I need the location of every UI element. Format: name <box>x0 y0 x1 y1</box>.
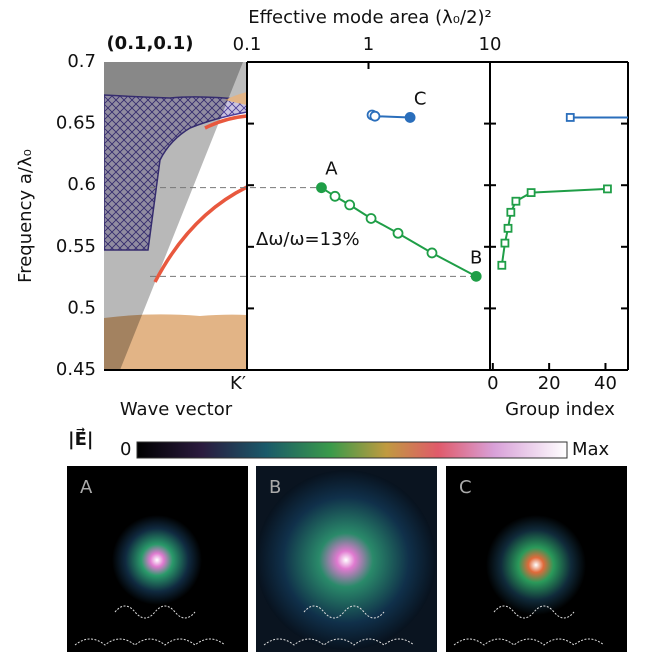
colorbar-label: |E⃗| <box>68 428 93 450</box>
band-diagram <box>104 62 247 370</box>
point-label: A <box>325 159 338 180</box>
marker <box>370 112 379 121</box>
figure: |E⃗| 0 Max A B C 0.45 0.5 0.55 0.6 0.65 0.7 (0… <box>0 0 646 652</box>
point-label: C <box>414 88 427 109</box>
point-label: B <box>470 247 482 268</box>
marker <box>604 185 611 192</box>
marker <box>317 183 326 192</box>
panel-label: A <box>80 477 93 498</box>
marker <box>498 262 505 269</box>
colorbar-min: 0 <box>120 439 131 460</box>
field-map: B <box>256 466 437 652</box>
marker <box>512 198 519 205</box>
x-tick-label: 40 <box>594 373 617 394</box>
x-tick-label: 0 <box>487 373 498 394</box>
x-tick-label: 0.1 <box>233 34 262 55</box>
y-tick-label: 0.55 <box>56 236 96 257</box>
x-axis-label: Wave vector <box>120 399 233 420</box>
marker <box>507 209 514 216</box>
x-axis-label: Group index <box>505 399 615 420</box>
annotation: Δω/ω=13% <box>256 229 360 250</box>
y-tick-label: 0.6 <box>67 174 96 195</box>
panel-label: C <box>459 477 472 498</box>
axis-title: Effective mode area (λ₀/2)² <box>248 7 492 28</box>
x-tick-label: 20 <box>538 373 561 394</box>
y-tick-label: 0.5 <box>67 297 96 318</box>
marker <box>330 192 339 201</box>
corner-label: (0.1,0.1) <box>106 33 193 54</box>
colorbar <box>137 442 567 458</box>
y-tick-label: 0.65 <box>56 113 96 134</box>
marker <box>406 113 415 122</box>
y-tick-label: 0.45 <box>56 359 96 380</box>
y-axis-label: Frequency a/λ₀ <box>15 149 36 283</box>
marker <box>367 214 376 223</box>
panel-label: B <box>269 477 281 498</box>
y-tick-label: 0.7 <box>67 51 96 72</box>
marker <box>394 229 403 238</box>
marker <box>345 200 354 209</box>
marker <box>567 114 574 121</box>
x-tick-label: K′ <box>230 373 246 394</box>
field-map: A <box>67 466 248 652</box>
field-map: C <box>446 466 627 652</box>
marker <box>501 240 508 247</box>
marker <box>472 272 481 281</box>
marker <box>427 248 436 257</box>
x-tick-label: 10 <box>479 34 502 55</box>
x-tick-label: 1 <box>363 34 374 55</box>
colorbar-max: Max <box>572 439 610 460</box>
marker <box>528 189 535 196</box>
marker <box>505 225 512 232</box>
